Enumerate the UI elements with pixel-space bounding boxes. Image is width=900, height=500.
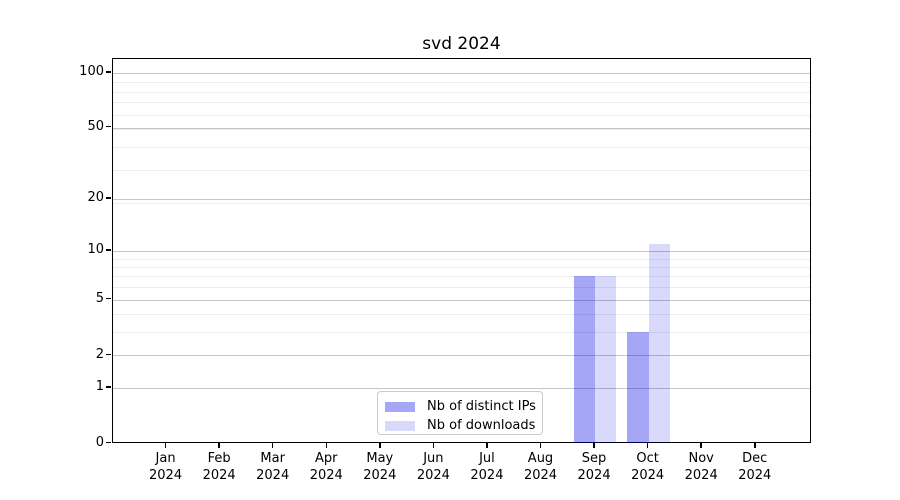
bar-distinct-ips	[627, 332, 649, 443]
x-tick-label: May 2024	[363, 451, 397, 483]
y-gridline-major	[113, 299, 810, 301]
x-tick-mark	[486, 443, 488, 448]
x-tick-label: Jan 2024	[149, 451, 183, 483]
y-gridline-major	[113, 72, 810, 74]
y-gridline-minor	[113, 276, 810, 278]
x-tick-mark	[164, 443, 167, 448]
y-gridline-minor	[113, 82, 810, 84]
y-gridline-minor	[113, 91, 810, 93]
y-gridline-minor	[113, 102, 810, 104]
x-tick-mark	[271, 443, 274, 448]
plot-area	[112, 58, 811, 443]
x-tick-label: Oct 2024	[631, 451, 665, 483]
y-gridline-major	[113, 355, 810, 357]
bar-distinct-ips	[573, 276, 596, 443]
y-gridline-minor	[113, 114, 810, 116]
y-gridline-minor	[113, 258, 810, 260]
x-tick-mark	[379, 443, 381, 448]
y-gridline-major	[113, 127, 810, 129]
legend-label-downloads: Nb of downloads	[427, 418, 536, 433]
legend-label-distinct-ips: Nb of distinct IPs	[427, 399, 536, 414]
x-tick-label: Aug 2024	[523, 451, 558, 483]
y-gridline-minor	[113, 314, 810, 316]
bar-downloads	[595, 276, 617, 443]
y-gridline-major	[113, 387, 810, 389]
y-gridline-major	[113, 250, 810, 252]
y-tick-label: 5	[95, 291, 104, 307]
x-tick-label: Dec 2024	[738, 451, 772, 483]
legend-swatch-downloads	[385, 420, 415, 431]
y-gridline-minor	[113, 129, 810, 131]
x-tick-mark	[432, 443, 435, 448]
y-tick-mark	[106, 249, 111, 251]
y-tick-label: 20	[87, 190, 104, 206]
y-tick-mark	[106, 71, 111, 73]
y-gridline-minor	[113, 147, 810, 149]
legend-item-downloads: Nb of downloads	[385, 416, 542, 435]
y-gridline-minor	[113, 202, 810, 204]
y-tick-mark	[106, 125, 111, 128]
legend: Nb of distinct IPs Nb of downloads	[377, 391, 543, 435]
x-tick-label: Nov 2024	[684, 451, 718, 483]
y-tick-mark	[106, 297, 111, 300]
y-tick-label: 0	[95, 435, 104, 450]
y-tick-mark	[106, 197, 111, 199]
y-tick-mark	[106, 386, 111, 388]
legend-swatch-distinct-ips	[385, 401, 415, 412]
x-tick-label: Mar 2024	[256, 451, 290, 483]
y-tick-label: 50	[87, 119, 104, 135]
x-tick-label: Sep 2024	[577, 451, 611, 483]
x-tick-mark	[754, 443, 756, 448]
x-tick-mark	[700, 443, 702, 448]
chart-title: svd 2024	[422, 34, 501, 54]
x-tick-label: Jul 2024	[470, 451, 504, 483]
y-tick-label: 100	[79, 64, 104, 80]
y-gridline-minor	[113, 170, 810, 172]
y-tick-label: 2	[95, 346, 104, 362]
x-tick-label: Apr 2024	[309, 451, 343, 483]
y-gridline-minor	[113, 332, 810, 334]
y-gridline-minor	[113, 287, 810, 289]
y-tick-mark	[106, 353, 111, 356]
y-gridline-minor	[113, 267, 810, 269]
x-tick-label: Feb 2024	[202, 451, 236, 483]
y-tick-label: 10	[87, 242, 104, 258]
y-gridline-major	[113, 198, 810, 200]
legend-item-distinct-ips: Nb of distinct IPs	[385, 397, 542, 416]
x-tick-mark	[218, 443, 220, 448]
x-tick-label: Jun 2024	[416, 451, 450, 483]
x-tick-mark	[593, 443, 595, 448]
x-tick-mark	[539, 443, 542, 448]
x-tick-mark	[646, 443, 649, 448]
y-tick-mark	[106, 441, 111, 444]
x-tick-mark	[325, 443, 327, 448]
bar-downloads	[648, 243, 671, 443]
y-tick-label: 1	[95, 379, 104, 395]
